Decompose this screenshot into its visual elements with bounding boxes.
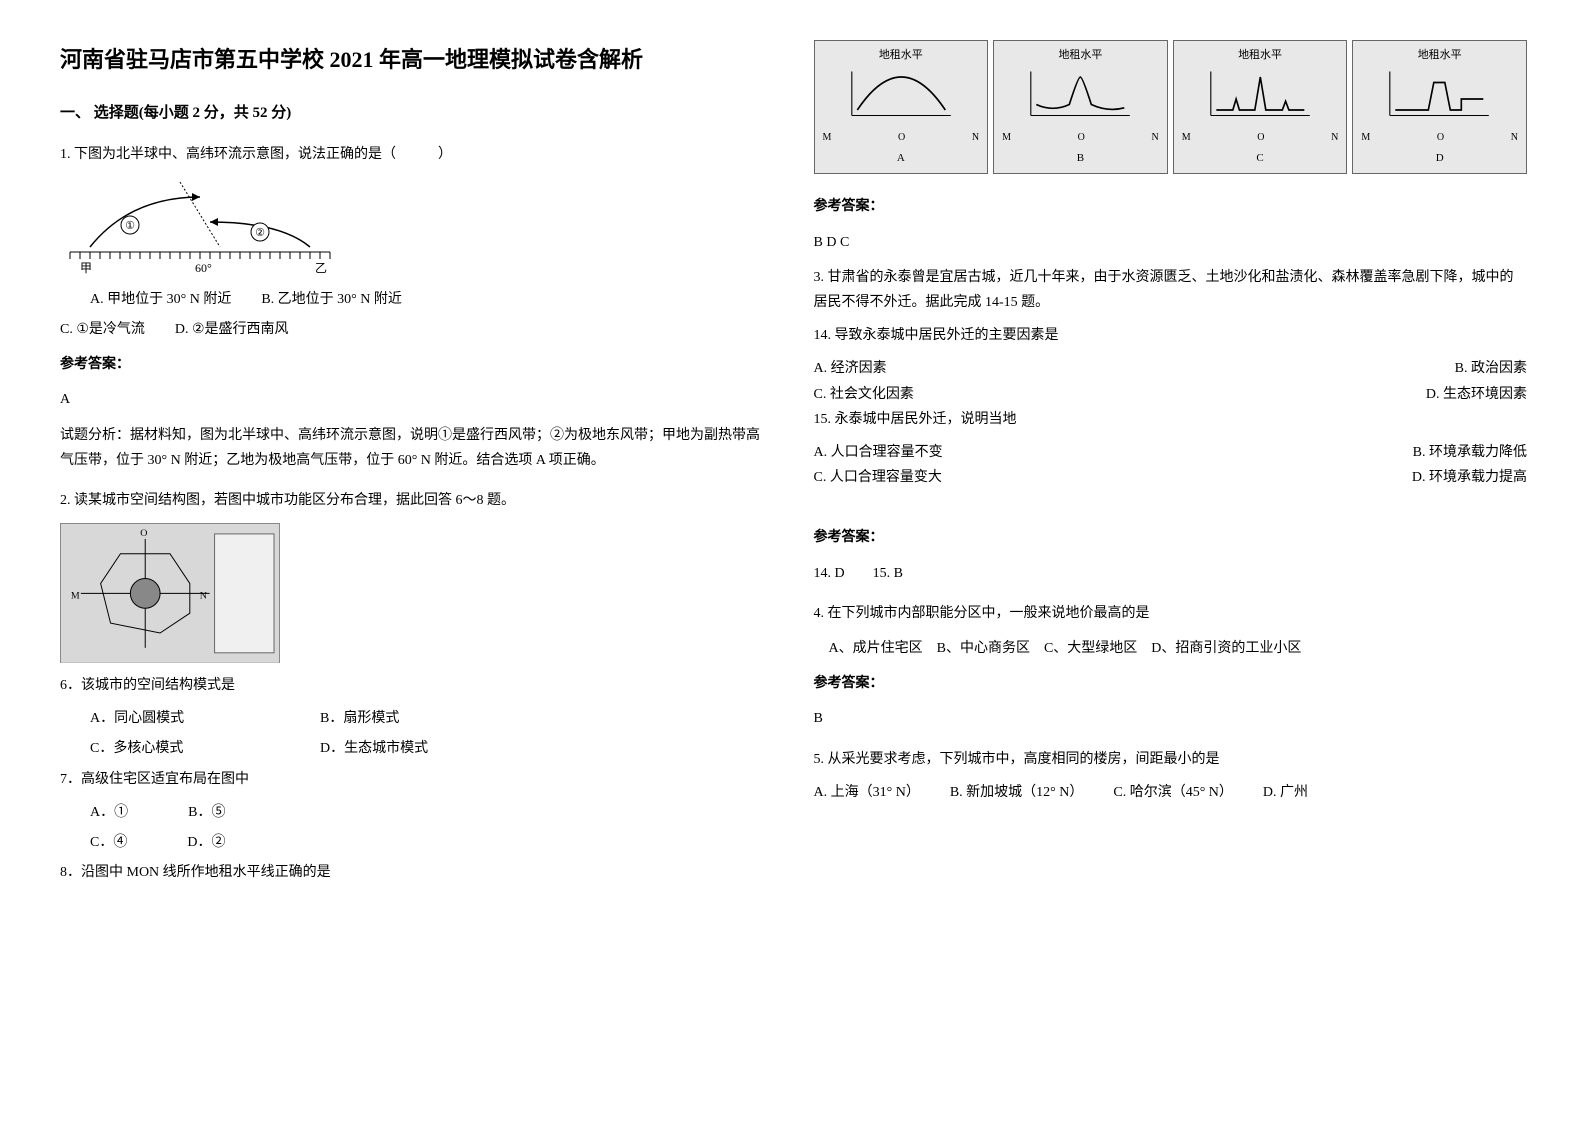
- svg-text:M: M: [71, 590, 80, 601]
- chart-d-svg: [1358, 66, 1521, 121]
- question-2: 2. 读某城市空间结构图，若图中城市功能区分布合理，据此回答 6～8 题。 M …: [60, 488, 774, 886]
- q5-options: A. 上海（31° N） B. 新加坡城（12° N） C. 哈尔滨（45° N…: [814, 780, 1528, 805]
- svg-text:60°: 60°: [195, 261, 212, 275]
- svg-text:①: ①: [125, 220, 135, 232]
- chart-d-label: D: [1358, 149, 1521, 169]
- q3-sub14-a: A. 经济因素: [814, 356, 887, 381]
- q2-sub8: 8．沿图中 MON 线所作地租水平线正确的是: [60, 860, 774, 885]
- q3-sub15: 15. 永泰城中居民外迁，说明当地: [814, 407, 1528, 432]
- page-container: 河南省驻马店市第五中学校 2021 年高一地理模拟试卷含解析 一、 选择题(每小…: [60, 40, 1527, 900]
- chart-a-axis: M O N: [820, 129, 983, 147]
- chart-b-svg: [999, 66, 1162, 121]
- q2-sub6-c: C．多核心模式: [90, 736, 290, 761]
- chart-d-title: 地租水平: [1358, 46, 1521, 66]
- q2-sub7-a: A．①: [90, 800, 128, 825]
- chart-b-axis: M O N: [999, 129, 1162, 147]
- q2-answer: B D C: [814, 230, 1528, 255]
- q3-sub14-d: D. 生态环境因素: [1426, 382, 1527, 407]
- chart-a-title: 地租水平: [820, 46, 983, 66]
- q1-opt-d: D. ②是盛行西南风: [175, 317, 295, 342]
- q2-sub7-b: B．⑤: [188, 800, 225, 825]
- left-column: 河南省驻马店市第五中学校 2021 年高一地理模拟试卷含解析 一、 选择题(每小…: [60, 40, 774, 900]
- question-5: 5. 从采光要求考虑，下列城市中，高度相同的楼房，间距最小的是 A. 上海（31…: [814, 747, 1528, 805]
- q3-sub14: 14. 导致永泰城中居民外迁的主要因素是: [814, 323, 1528, 348]
- q2-sub7-row1: A．① B．⑤: [60, 800, 774, 825]
- q3-sub15-row1: A. 人口合理容量不变 B. 环境承载力降低: [814, 440, 1528, 465]
- svg-text:甲: 甲: [80, 261, 92, 275]
- chart-c-svg: [1179, 66, 1342, 121]
- q5-opt-d: D. 广州: [1263, 780, 1308, 805]
- q5-text: 5. 从采光要求考虑，下列城市中，高度相同的楼房，间距最小的是: [814, 747, 1528, 772]
- chart-b: 地租水平 M O N B: [993, 40, 1168, 174]
- q2-sub6-row2: C．多核心模式 D．生态城市模式: [60, 736, 774, 761]
- chart-c-label: C: [1179, 149, 1342, 169]
- svg-text:②: ②: [255, 227, 265, 239]
- q3-sub15-a: A. 人口合理容量不变: [814, 440, 943, 465]
- q2-sub6-d: D．生态城市模式: [320, 736, 440, 761]
- q3-sub15-b: B. 环境承载力降低: [1413, 440, 1527, 465]
- q2-diagram: M N O: [60, 523, 280, 663]
- q1-text: 1. 下图为北半球中、高纬环流示意图，说法正确的是（ ）: [60, 142, 774, 167]
- q1-analysis: 试题分析：据材料知，图为北半球中、高纬环流示意图，说明①是盛行西风带；②为极地东…: [60, 423, 774, 473]
- q2-sub7-c: C．④: [90, 830, 127, 855]
- svg-text:N: N: [200, 590, 207, 601]
- q3-sub14-b: B. 政治因素: [1455, 356, 1527, 381]
- chart-d: 地租水平 M O N D: [1352, 40, 1527, 174]
- q1-answer: A: [60, 387, 774, 412]
- document-title: 河南省驻马店市第五中学校 2021 年高一地理模拟试卷含解析: [60, 40, 774, 80]
- q2-svg: M N O: [61, 524, 279, 663]
- chart-c-title: 地租水平: [1179, 46, 1342, 66]
- q3-sub15-row2: C. 人口合理容量变大 D. 环境承载力提高: [814, 465, 1528, 490]
- chart-a-svg: [820, 66, 983, 121]
- q3-ref-label: 参考答案：: [814, 525, 1528, 550]
- q3-answer: 14. D 15. B: [814, 561, 1528, 586]
- q2-text: 2. 读某城市空间结构图，若图中城市功能区分布合理，据此回答 6～8 题。: [60, 488, 774, 513]
- right-column: 地租水平 M O N A 地租水平: [814, 40, 1528, 900]
- q3-sub14-c: C. 社会文化因素: [814, 382, 914, 407]
- chart-b-title: 地租水平: [999, 46, 1162, 66]
- chart-c-axis: M O N: [1179, 129, 1342, 147]
- q2-sub7-row2: C．④ D．②: [60, 830, 774, 855]
- q3-sub15-c: C. 人口合理容量变大: [814, 465, 942, 490]
- charts-row: 地租水平 M O N A 地租水平: [814, 40, 1528, 174]
- q2-sub6-b: B．扇形模式: [320, 706, 440, 731]
- q2-ref-label: 参考答案：: [814, 194, 1528, 219]
- q3-text: 3. 甘肃省的永泰曾是宜居古城，近几十年来，由于水资源匮乏、土地沙化和盐渍化、森…: [814, 265, 1528, 315]
- q1-options-row1: A. 甲地位于 30° N 附近 B. 乙地位于 30° N 附近: [60, 287, 774, 312]
- q2-sub7: 7．高级住宅区适宜布局在图中: [60, 767, 774, 792]
- q4-answer: B: [814, 706, 1528, 731]
- q2-sub6: 6．该城市的空间结构模式是: [60, 673, 774, 698]
- q3-sub14-row1: A. 经济因素 B. 政治因素: [814, 356, 1528, 381]
- q3-sub15-d: D. 环境承载力提高: [1412, 465, 1527, 490]
- q4-text: 4. 在下列城市内部职能分区中，一般来说地价最高的是: [814, 601, 1528, 626]
- chart-d-axis: M O N: [1358, 129, 1521, 147]
- q1-opt-a: A. 甲地位于 30° N 附近: [90, 287, 231, 312]
- q1-options-row2: C. ①是冷气流 D. ②是盛行西南风: [60, 317, 774, 342]
- section-header: 一、 选择题(每小题 2 分，共 52 分): [60, 100, 774, 127]
- question-3: 3. 甘肃省的永泰曾是宜居古城，近几十年来，由于水资源匮乏、土地沙化和盐渍化、森…: [814, 265, 1528, 586]
- chart-a: 地租水平 M O N A: [814, 40, 989, 174]
- chart-c: 地租水平 M O N C: [1173, 40, 1348, 174]
- question-1: 1. 下图为北半球中、高纬环流示意图，说法正确的是（ ）: [60, 142, 774, 473]
- svg-text:乙: 乙: [315, 261, 327, 275]
- q1-opt-b: B. 乙地位于 30° N 附近: [261, 287, 402, 312]
- svg-text:O: O: [140, 528, 147, 539]
- q4-ref-label: 参考答案：: [814, 671, 1528, 696]
- chart-a-label: A: [820, 149, 983, 169]
- q1-diagram: ① ② 甲 60° 乙: [60, 177, 340, 277]
- q1-opt-c: C. ①是冷气流: [60, 317, 145, 342]
- q1-ref-label: 参考答案：: [60, 352, 774, 377]
- q4-options: A、成片住宅区 B、中心商务区 C、大型绿地区 D、招商引资的工业小区: [814, 636, 1528, 661]
- q5-opt-a: A. 上海（31° N）: [814, 780, 920, 805]
- q3-sub14-row2: C. 社会文化因素 D. 生态环境因素: [814, 382, 1528, 407]
- q2-sub7-d: D．②: [187, 830, 225, 855]
- chart-b-label: B: [999, 149, 1162, 169]
- q5-opt-c: C. 哈尔滨（45° N）: [1113, 780, 1233, 805]
- q2-sub6-a: A．同心圆模式: [90, 706, 290, 731]
- question-4: 4. 在下列城市内部职能分区中，一般来说地价最高的是 A、成片住宅区 B、中心商…: [814, 601, 1528, 732]
- q1-svg: ① ② 甲 60° 乙: [60, 177, 340, 277]
- q2-sub6-row1: A．同心圆模式 B．扇形模式: [60, 706, 774, 731]
- q5-opt-b: B. 新加坡城（12° N）: [950, 780, 1084, 805]
